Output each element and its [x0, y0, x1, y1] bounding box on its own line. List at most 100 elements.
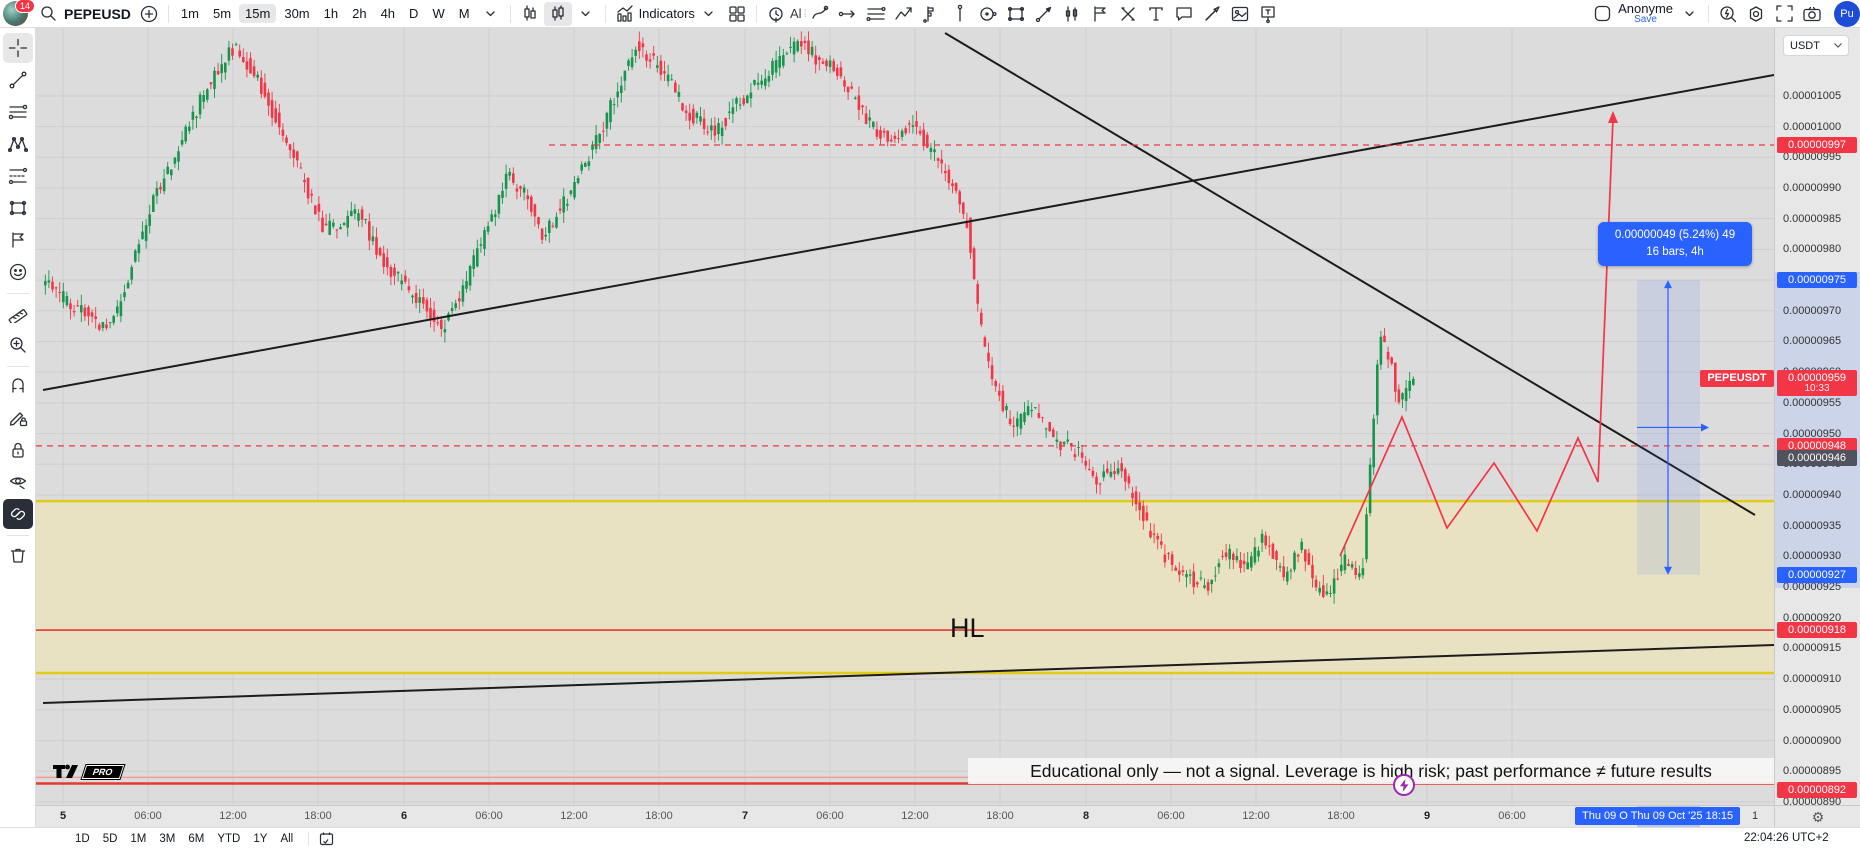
- timeframe-1h[interactable]: 1h: [323, 6, 339, 21]
- search-icon[interactable]: [34, 2, 62, 26]
- chart-pane[interactable]: 0.00000049 (5.24%) 49 16 bars, 4h HL PEP…: [36, 27, 1774, 805]
- rectangle-draw-tool-icon[interactable]: [1002, 2, 1030, 26]
- bars-style-icon[interactable]: [516, 2, 544, 26]
- range-1D[interactable]: 1D: [75, 832, 90, 845]
- arrow-line-tool-icon[interactable]: [1030, 2, 1058, 26]
- time-tick: 12:00: [1242, 810, 1270, 822]
- time-axis[interactable]: 5 06:00 12:00 18:00 6 06:00 12:00 18:00 7 06:00 12…: [36, 805, 1774, 828]
- indicators-icon[interactable]: [611, 2, 639, 26]
- range-All[interactable]: All: [280, 832, 294, 845]
- axis-settings-corner[interactable]: ⚙: [1774, 805, 1860, 828]
- long-position-tool-icon[interactable]: [1058, 2, 1086, 26]
- time-tick: 06:00: [1498, 810, 1526, 822]
- anchored-text-tool-icon[interactable]: [1254, 2, 1282, 26]
- timeframe-M[interactable]: M: [458, 6, 470, 21]
- currency-toggle-button[interactable]: USDT: [1783, 35, 1849, 56]
- price-tick: 0.00000935: [1783, 519, 1842, 532]
- calendar-icon[interactable]: [319, 831, 334, 846]
- alert-label[interactable]: Al: [789, 6, 802, 21]
- pro-label: PRO: [80, 763, 125, 780]
- alert-clock-icon[interactable]: [762, 2, 790, 26]
- price-tick: 0.00000965: [1783, 335, 1842, 348]
- arrow-marker-tool-icon[interactable]: [1198, 2, 1226, 26]
- parallel-channel-tool[interactable]: [3, 97, 33, 127]
- compare-add-icon[interactable]: [135, 2, 163, 26]
- comment-tool-icon[interactable]: [1170, 2, 1198, 26]
- timeframe-5m[interactable]: 5m: [212, 6, 232, 21]
- range-5D[interactable]: 5D: [102, 832, 118, 845]
- brush-tool-icon[interactable]: [806, 2, 834, 26]
- layout-grid-icon[interactable]: [723, 2, 751, 26]
- xabcd-pattern-tool[interactable]: [3, 129, 33, 159]
- timeframe-D[interactable]: D: [409, 6, 419, 21]
- time-tick: 06:00: [816, 810, 844, 822]
- checkbox-icon[interactable]: [1588, 2, 1616, 26]
- chevron-down-icon[interactable]: [695, 2, 723, 26]
- top-toolbar: 14 PEPEUSD 1m 5m 15m 30m 1h 2h 4h D W M Indicator…: [0, 0, 1860, 28]
- zoom-in-tool[interactable]: [3, 330, 33, 360]
- flag-mark-tool[interactable]: [3, 225, 33, 255]
- range-6M[interactable]: 6M: [188, 832, 205, 845]
- time-tick: 5: [59, 810, 67, 822]
- trend-line-tool[interactable]: [3, 65, 33, 95]
- quick-search-icon[interactable]: [1714, 2, 1742, 26]
- gear-icon[interactable]: ⚙: [1811, 808, 1825, 825]
- timeframe-4h[interactable]: 4h: [380, 6, 396, 21]
- save-button[interactable]: Save: [1634, 13, 1657, 25]
- symbol-name[interactable]: PEPEUSD: [64, 5, 131, 22]
- chevron-down-icon[interactable]: [572, 2, 600, 26]
- x-post-tool-icon[interactable]: [1114, 2, 1142, 26]
- timeframe-1m[interactable]: 1m: [180, 6, 199, 21]
- candlestick-chart[interactable]: [36, 27, 1774, 805]
- magnet-tool[interactable]: [3, 371, 33, 401]
- range-1M[interactable]: 1M: [130, 832, 147, 845]
- crosshair-tool[interactable]: [2, 33, 33, 63]
- flag-tool-icon[interactable]: [1086, 2, 1114, 26]
- horizontal-ray-tool-icon[interactable]: [834, 2, 862, 26]
- link-drawings-tool[interactable]: [2, 499, 33, 529]
- price-tick: 0.00000990: [1783, 181, 1842, 194]
- trend-zigzag-tool-icon[interactable]: [890, 2, 918, 26]
- lightning-badge-icon[interactable]: [1393, 774, 1415, 796]
- chevron-down-icon[interactable]: [1675, 2, 1703, 26]
- timeframe-W[interactable]: W: [432, 6, 445, 21]
- lock-all-tool[interactable]: [3, 435, 33, 465]
- image-tool-icon[interactable]: [1226, 2, 1254, 26]
- time-tick: 06:00: [1157, 810, 1185, 822]
- forecast-pattern-tool-icon[interactable]: [918, 2, 946, 26]
- candles-style-icon[interactable]: [543, 1, 572, 26]
- price-tick: 0.00000915: [1783, 642, 1842, 655]
- price-tick: 0.00000925: [1783, 581, 1842, 594]
- vertical-line-tool-icon[interactable]: [946, 2, 974, 26]
- range-1Y[interactable]: 1Y: [253, 832, 268, 845]
- text-tool-icon[interactable]: [1142, 2, 1170, 26]
- timeframe-30m[interactable]: 30m: [284, 6, 310, 21]
- range-3M[interactable]: 3M: [159, 832, 176, 845]
- settings-gear-icon[interactable]: [1742, 2, 1770, 26]
- remove-drawings-tool[interactable]: [3, 540, 33, 570]
- drawing-pencil-lock-tool[interactable]: [3, 403, 33, 433]
- price-tick: 0.00000895: [1783, 765, 1842, 778]
- range-YTD[interactable]: YTD: [217, 832, 241, 845]
- price-tick: 0.00000905: [1783, 703, 1842, 716]
- fullscreen-icon[interactable]: [1770, 2, 1798, 26]
- publish-button[interactable]: Pu: [1834, 0, 1860, 27]
- indicators-label[interactable]: Indicators: [638, 6, 695, 21]
- emoji-tool[interactable]: [3, 257, 33, 287]
- ellipse-tool-icon[interactable]: [974, 2, 1002, 26]
- timeframe-2h[interactable]: 2h: [352, 6, 367, 21]
- price-axis[interactable]: USDT 0.00001005 0.00001000 0.00000995 0.000…: [1774, 27, 1860, 805]
- hide-drawings-tool[interactable]: [3, 467, 33, 497]
- fib-retracement-tool[interactable]: [3, 161, 33, 191]
- user-avatar[interactable]: 14: [3, 0, 35, 26]
- camera-snapshot-icon[interactable]: [1798, 2, 1826, 26]
- ruler-measure-tool[interactable]: [3, 298, 33, 328]
- hl-annotation: HL: [950, 613, 985, 643]
- parallel-lines-tool-icon[interactable]: [862, 2, 890, 26]
- chevron-down-icon[interactable]: [477, 2, 505, 26]
- clock-label[interactable]: 22:04:26 UTC+2: [1744, 832, 1829, 844]
- timeframe-15m[interactable]: 15m: [239, 4, 277, 23]
- user-menu[interactable]: Anonyme Save: [1618, 2, 1673, 25]
- rectangle-tool[interactable]: [3, 193, 33, 223]
